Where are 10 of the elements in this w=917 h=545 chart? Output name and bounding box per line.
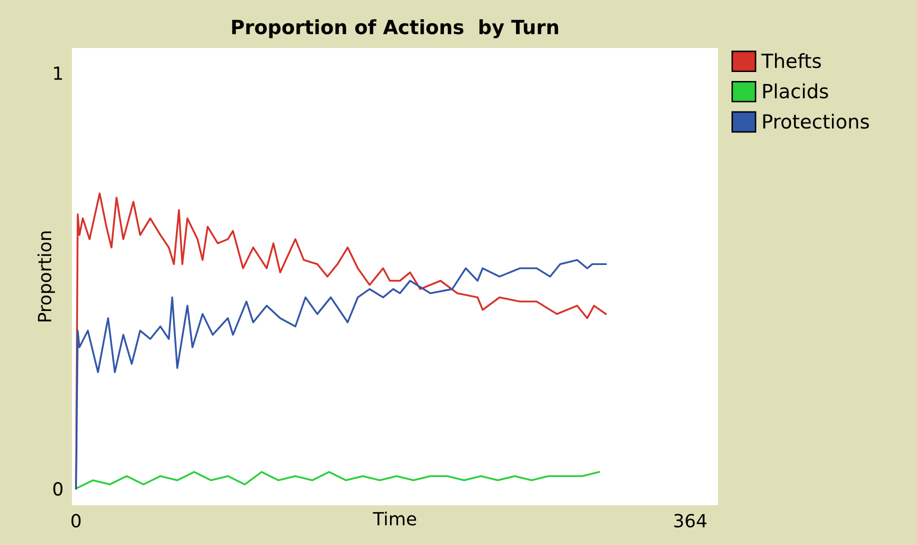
- legend-label: Thefts: [761, 53, 821, 68]
- legend-label: Placids: [763, 83, 828, 98]
- line-series: [75, 259, 607, 490]
- chart-title: Proportion of Actions by Turn: [232, 19, 558, 38]
- legend-label: Protections: [763, 114, 869, 129]
- x-axis-title: Time: [372, 512, 416, 526]
- y-axis-title: Proportion: [37, 232, 55, 322]
- y-tick-label: 1: [54, 66, 62, 80]
- x-tick-label: 364: [674, 514, 706, 528]
- line-series: [75, 471, 600, 490]
